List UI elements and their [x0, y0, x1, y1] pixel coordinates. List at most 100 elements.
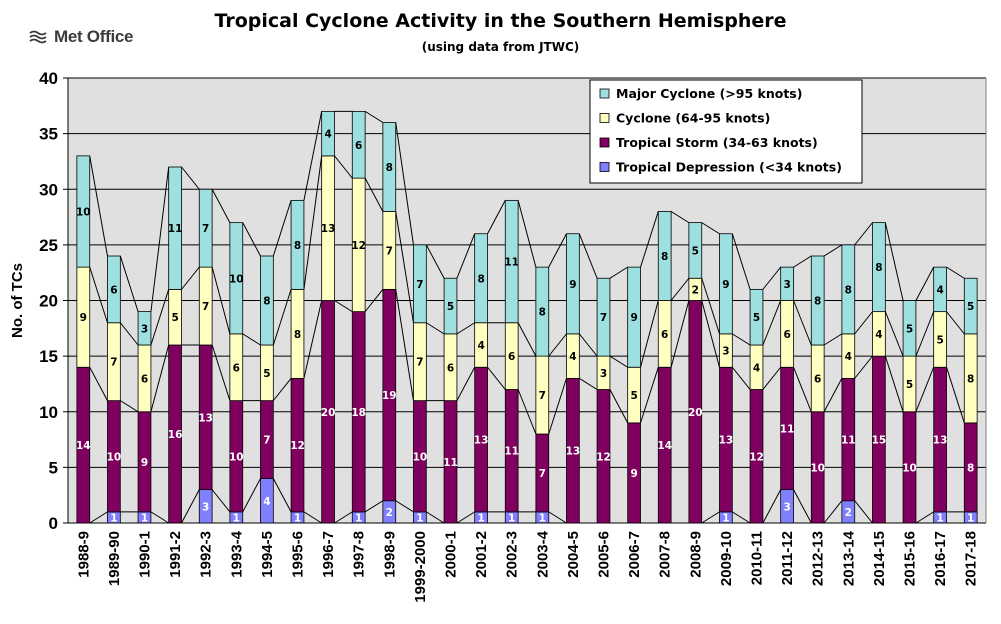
x-tick-label: 2006-7: [626, 531, 643, 578]
series-line: [211, 266, 231, 335]
series-line: [946, 367, 965, 424]
y-tick-label: 35: [39, 125, 58, 144]
series-line: [517, 200, 537, 268]
series-line: [395, 122, 414, 245]
x-tick-label: 1988-9: [75, 531, 92, 578]
series-line: [640, 300, 659, 368]
series-line: [272, 289, 292, 346]
data-label: 9: [80, 312, 87, 324]
data-label: 20: [688, 407, 703, 419]
data-label: 9: [630, 468, 637, 480]
met-office-logo-icon: [29, 30, 47, 44]
series-line: [517, 389, 537, 435]
data-label: 20: [321, 407, 336, 419]
series-line: [854, 500, 873, 524]
data-label: 13: [198, 412, 213, 424]
data-label: 7: [416, 279, 423, 291]
data-label: 1: [539, 512, 546, 524]
legend-item-label: Major Cyclone (>95 knots): [616, 86, 802, 101]
bar-segment: [229, 222, 244, 335]
data-label: 13: [474, 435, 489, 447]
data-label: 12: [596, 451, 611, 463]
data-label: 12: [749, 451, 764, 463]
data-label: 4: [845, 351, 852, 363]
series-line: [670, 277, 690, 301]
series-line: [793, 300, 812, 346]
bar-segment: [535, 266, 550, 357]
series-line: [395, 211, 414, 323]
data-label: 18: [351, 407, 366, 419]
data-label: 5: [936, 334, 943, 346]
series-line: [701, 511, 720, 524]
series-line: [762, 266, 782, 290]
x-tick-label: 1996-7: [320, 531, 337, 578]
data-label: 6: [508, 351, 515, 363]
series-line: [731, 233, 751, 290]
series-line: [334, 511, 353, 524]
data-label: 8: [386, 162, 393, 174]
data-label: 5: [967, 301, 974, 313]
data-label: 6: [814, 373, 821, 385]
series-line: [823, 378, 843, 412]
bar-segment: [198, 188, 213, 268]
data-label: 1: [416, 512, 423, 524]
bar-segment: [443, 277, 458, 335]
series-line: [150, 511, 169, 524]
legend-item-label: Tropical Storm (34-63 knots): [616, 135, 818, 150]
series-line: [854, 311, 873, 335]
series-line: [884, 355, 904, 412]
data-label: 6: [233, 362, 240, 374]
series-line: [823, 244, 843, 257]
series-line: [915, 311, 935, 357]
bar-segment: [504, 199, 519, 324]
bar-segment: [780, 266, 794, 301]
data-label: 9: [630, 312, 637, 324]
series-line: [395, 289, 414, 401]
data-label: 5: [171, 312, 178, 324]
series-line: [211, 489, 231, 513]
data-label: 7: [263, 435, 270, 447]
data-label: 9: [722, 279, 729, 291]
chart-title: Tropical Cyclone Activity in the Souther…: [214, 10, 787, 32]
bar-segment: [413, 244, 427, 324]
series-line: [946, 311, 965, 335]
x-tick-label: 1994-5: [259, 531, 276, 578]
y-axis-label: No. of TCs: [9, 263, 26, 338]
bar-segment: [76, 155, 91, 268]
data-label: 7: [600, 312, 607, 324]
data-label: 1: [722, 512, 729, 524]
series-line: [89, 511, 108, 524]
series-line: [670, 300, 690, 368]
y-tick-label: 30: [39, 180, 58, 199]
bar-segment: [137, 311, 152, 346]
series-line: [915, 511, 934, 524]
series-line: [272, 200, 292, 257]
x-tick-label: 2004-5: [565, 531, 582, 578]
data-label: 8: [539, 307, 546, 319]
data-label: 10: [229, 451, 244, 463]
data-label: 8: [661, 251, 668, 263]
bar-segment: [321, 110, 335, 157]
legend-item-label: Tropical Depression (<34 knots): [616, 160, 842, 175]
series-line: [762, 489, 782, 524]
data-label: 5: [263, 368, 270, 380]
series-line: [150, 166, 170, 312]
data-label: 13: [719, 435, 734, 447]
series-line: [579, 377, 598, 390]
series-line: [334, 155, 353, 179]
series-line: [150, 344, 170, 412]
series-line: [548, 378, 567, 435]
series-line: [732, 511, 751, 524]
data-label: 8: [845, 284, 852, 296]
data-label: 5: [692, 245, 699, 257]
bar-segment: [382, 122, 397, 212]
x-tick-label: 2000-1: [443, 531, 460, 578]
data-label: 1: [355, 512, 362, 524]
series-line: [731, 366, 751, 390]
bar-segment: [107, 255, 121, 324]
data-label: 6: [110, 284, 117, 296]
data-label: 11: [780, 423, 795, 435]
series-line: [946, 266, 965, 279]
x-tick-label: 2001-2: [473, 531, 490, 578]
series-line: [303, 155, 323, 290]
